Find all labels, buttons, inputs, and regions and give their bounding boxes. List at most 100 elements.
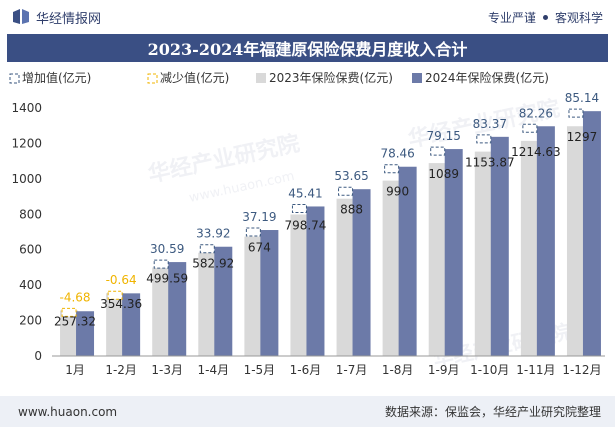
brand: 华经情报网 xyxy=(12,8,101,27)
x-tick-label: 1-9月 xyxy=(428,363,460,377)
chart-title: 2023-2024年福建原保险保费月度收入合计 xyxy=(7,34,608,62)
x-tick-label: 1-4月 xyxy=(197,363,229,377)
bar-2024 xyxy=(76,311,95,356)
value-label-2023: 1297 xyxy=(567,130,598,144)
increase-marker xyxy=(291,203,307,213)
bar-2023 xyxy=(60,310,79,356)
footer: www.huaon.com 数据来源：保监会，华经产业研究院整理 xyxy=(0,396,615,427)
change-label: 30.59 xyxy=(150,242,184,256)
change-label: 78.46 xyxy=(380,147,414,161)
y-tick-label: 1400 xyxy=(11,101,42,115)
bar-2023 xyxy=(290,214,309,356)
value-label-2023: 354.36 xyxy=(100,297,142,311)
increase-marker xyxy=(384,164,400,174)
value-label-2023: 1153.87 xyxy=(465,156,515,170)
change-label: 79.15 xyxy=(427,129,461,143)
bar-2024 xyxy=(214,246,233,356)
change-label: 82.26 xyxy=(519,106,553,120)
y-tick-label: 200 xyxy=(19,314,42,328)
x-tick-label: 1-11月 xyxy=(516,363,555,377)
bar-2024 xyxy=(352,189,371,356)
bar-2023 xyxy=(106,293,125,356)
legend-2023-label: 2023年保险保费(亿元) xyxy=(269,70,393,85)
footer-website: www.huaon.com xyxy=(18,404,118,419)
value-label-2023: 257.32 xyxy=(54,314,96,328)
y-tick-label: 600 xyxy=(19,243,42,257)
increase-marker xyxy=(568,108,584,118)
increase-marker xyxy=(522,123,538,133)
y-tick-label: 400 xyxy=(19,278,42,292)
bar-2024 xyxy=(490,136,509,356)
value-label-2023: 499.59 xyxy=(146,272,188,286)
bar-2024 xyxy=(444,149,463,356)
increase-marker xyxy=(199,244,215,254)
chart-area: 华经产业研究院www.huaon.com华经产业研究院华经产业研究院增加值(亿元… xyxy=(9,70,605,377)
legend-increase-label: 增加值(亿元) xyxy=(22,70,91,85)
huajing-logo-icon xyxy=(13,9,29,24)
x-tick-label: 1月 xyxy=(65,363,85,377)
bar-2023 xyxy=(336,198,355,356)
bar-2024 xyxy=(168,262,187,356)
change-label: 85.14 xyxy=(565,91,599,105)
change-label: 37.19 xyxy=(242,210,276,224)
bar-2024 xyxy=(398,166,417,356)
bar-2023 xyxy=(198,252,217,356)
value-label-2023: 888 xyxy=(340,203,363,217)
bar-2024 xyxy=(536,126,555,356)
top-bar: 华经情报网 专业严谨 客观科学 xyxy=(0,0,615,34)
value-label-2023: 1089 xyxy=(428,167,459,181)
legend-decrease-swatch xyxy=(147,73,158,84)
bar-2024 xyxy=(260,230,279,356)
bar-2024 xyxy=(582,111,601,356)
brand-name: 华经情报网 xyxy=(36,11,102,27)
x-tick-label: 1-6月 xyxy=(290,363,322,377)
tagline-left: 专业严谨 xyxy=(487,10,536,25)
legend-increase-swatch xyxy=(9,73,20,84)
increase-marker xyxy=(430,146,446,156)
bar-2023 xyxy=(382,180,401,356)
legend-2023-swatch xyxy=(256,73,266,83)
tagline-right: 客观科学 xyxy=(554,10,603,25)
bar-2023 xyxy=(244,236,263,356)
y-tick-label: 1200 xyxy=(11,136,42,150)
tagline: 专业严谨 客观科学 xyxy=(488,9,603,26)
legend-decrease-label: 减少值(亿元) xyxy=(160,70,229,85)
x-tick-label: 1-10月 xyxy=(470,363,509,377)
bar-2024 xyxy=(122,293,141,356)
bar-2023 xyxy=(152,267,171,356)
bar-2023 xyxy=(520,140,539,356)
change-label: -0.64 xyxy=(106,273,137,287)
x-tick-label: 1-8月 xyxy=(382,363,414,377)
x-tick-label: 1-3月 xyxy=(151,363,183,377)
change-label: 53.65 xyxy=(334,169,368,183)
legend-2024-label: 2024年保险保费(亿元) xyxy=(425,70,549,85)
increase-marker xyxy=(476,134,492,144)
y-tick-label: 0 xyxy=(34,349,42,363)
change-label: -4.68 xyxy=(60,290,91,304)
decrease-marker xyxy=(107,290,123,300)
change-label: 33.92 xyxy=(196,227,230,241)
increase-marker xyxy=(245,227,261,237)
change-label: 45.41 xyxy=(288,186,322,200)
footer-source: 数据来源：保监会，华经产业研究院整理 xyxy=(384,405,601,419)
value-label-2023: 798.74 xyxy=(284,219,326,233)
x-tick-label: 1-5月 xyxy=(244,363,276,377)
y-tick-label: 1000 xyxy=(11,172,42,186)
legend-2024-swatch xyxy=(412,73,422,83)
value-label-2023: 1214.63 xyxy=(511,145,561,159)
bar-2024 xyxy=(306,206,325,356)
value-label-2023: 990 xyxy=(386,185,409,199)
increase-marker xyxy=(338,186,354,196)
bar-2023 xyxy=(566,126,585,356)
x-tick-label: 1-2月 xyxy=(105,363,137,377)
bar-2023 xyxy=(428,163,447,356)
y-tick-label: 800 xyxy=(19,207,42,221)
change-label: 83.37 xyxy=(473,117,507,131)
x-tick-label: 1-12月 xyxy=(562,363,601,377)
value-label-2023: 674 xyxy=(248,241,271,255)
x-tick-label: 1-7月 xyxy=(336,363,368,377)
value-label-2023: 582.92 xyxy=(192,257,234,271)
separator-dot-icon xyxy=(542,14,548,20)
decrease-marker xyxy=(61,307,77,317)
bar-2023 xyxy=(474,151,493,356)
